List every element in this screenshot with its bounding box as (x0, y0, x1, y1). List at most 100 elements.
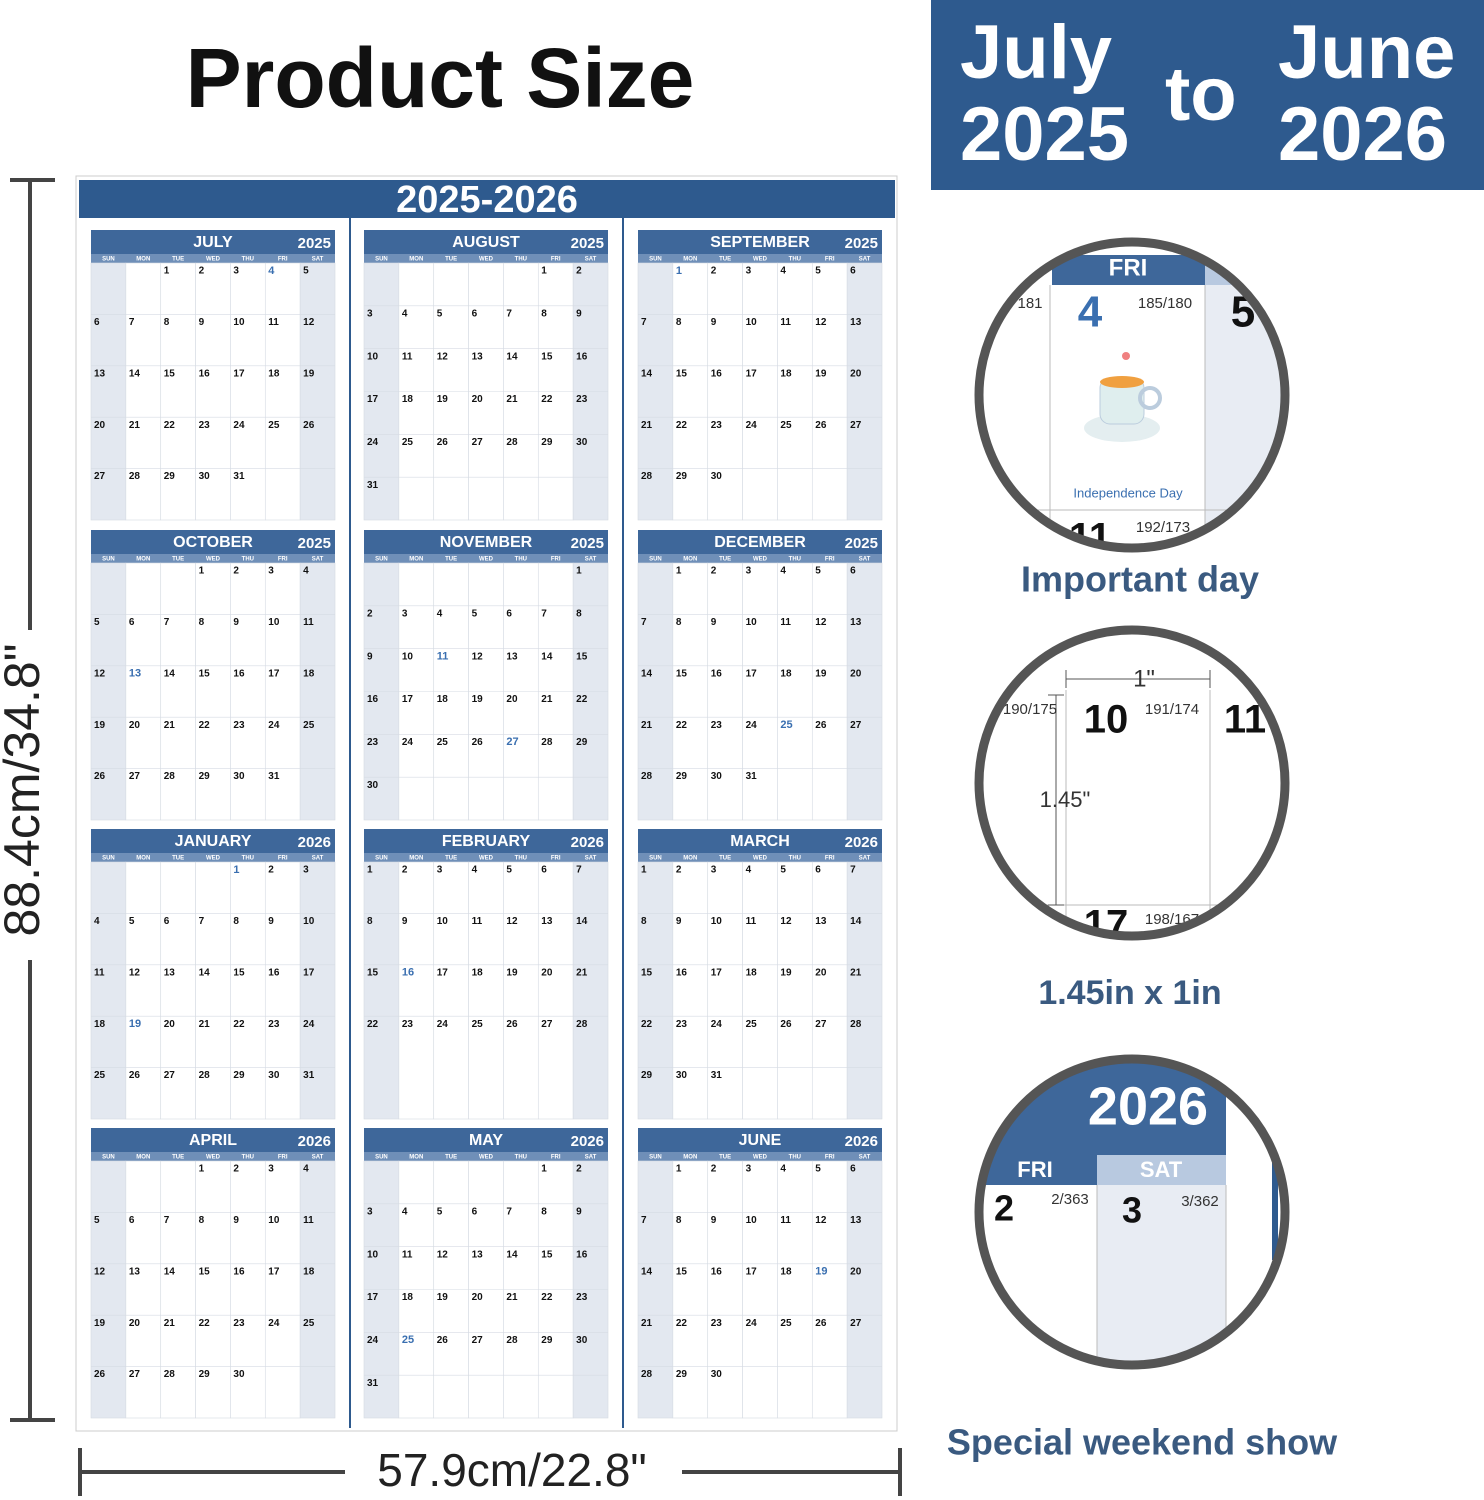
weekday-strip (91, 1152, 335, 1161)
day-number: 15 (676, 368, 688, 379)
weekday: TUE (445, 257, 457, 263)
weekday: WED (479, 856, 494, 862)
day-number: 2 (268, 865, 274, 876)
weekday: TUE (445, 557, 457, 563)
day-number: 6 (472, 1206, 478, 1217)
banner-text: to (1165, 52, 1237, 137)
weekday: MON (409, 856, 423, 862)
day-number: 21 (129, 420, 141, 431)
day-number: 9 (402, 916, 408, 927)
day-number: 8 (199, 1215, 205, 1226)
day-number: 5 (780, 865, 786, 876)
day-number: 9 (233, 617, 239, 628)
day-number: 15 (676, 1266, 688, 1277)
banner-text: 2025 (960, 92, 1129, 177)
day-number: 20 (850, 368, 862, 379)
day-number: 30 (676, 1070, 688, 1081)
day-number: 12 (815, 617, 827, 628)
day-number: 20 (850, 668, 862, 679)
day-number: 29 (676, 1369, 688, 1380)
day-number: 1 (541, 266, 547, 277)
day-column (195, 562, 231, 821)
day-number: 8 (367, 916, 373, 927)
weekday: WED (753, 257, 768, 263)
day-number: 3 (746, 266, 752, 277)
day-number: 8 (576, 608, 582, 619)
day-number: 26 (815, 1318, 827, 1329)
day-number: 3 (746, 1164, 752, 1175)
day-number: 22 (541, 1292, 553, 1303)
day-number: 17 (367, 394, 379, 405)
count: 190/175 (1003, 701, 1057, 718)
weekday: MON (136, 557, 150, 563)
day-number: 16 (367, 694, 379, 705)
day-number: 4 (402, 308, 408, 319)
day-number: 26 (506, 1019, 518, 1030)
day-number: 7 (164, 1215, 170, 1226)
day-number: 20 (164, 1019, 176, 1030)
day-number: 12 (815, 1215, 827, 1226)
day-number: 22 (541, 394, 553, 405)
day-number: 20 (850, 1266, 862, 1277)
day-number: 24 (711, 1019, 723, 1030)
month-year: 2026 (298, 1133, 331, 1150)
day-number: 14 (129, 368, 141, 379)
day-number: 17 (711, 967, 723, 978)
day-number: 5 (472, 608, 478, 619)
day-number: 2 (711, 566, 717, 577)
day-number: 8 (541, 1206, 547, 1217)
day-number: 28 (541, 737, 553, 748)
caption: 1.45in x 1in (1038, 974, 1221, 1012)
day-number: 9 (676, 916, 682, 927)
day-number: 27 (94, 471, 106, 482)
day-number: 5 (303, 266, 309, 277)
day-number: 18 (303, 668, 315, 679)
day-number: 10 (746, 1215, 758, 1226)
day-number: 1 (676, 566, 682, 577)
day-number: 3 (402, 608, 408, 619)
day-column (468, 861, 504, 1120)
day-number: 25 (437, 737, 449, 748)
day-number: 27 (850, 1318, 862, 1329)
day-column (777, 1160, 813, 1419)
height-label: 88.4cm/34.8" (0, 644, 50, 937)
month-year: 2025 (845, 235, 878, 252)
weekday: SAT (1140, 1157, 1183, 1182)
day-number: 28 (199, 1070, 211, 1081)
day-number: 2 (402, 865, 408, 876)
day-number: 1 (541, 1164, 547, 1175)
day-number: 13 (815, 916, 827, 927)
weekday: FRI (551, 856, 561, 862)
day-number: 12 (506, 916, 518, 927)
day-number: 13 (506, 651, 518, 662)
weekday: SUN (102, 257, 115, 263)
day-number: 8 (641, 916, 647, 927)
weekday: FRI (278, 557, 288, 563)
day-number: 24 (437, 1019, 449, 1030)
day-number: 20 (129, 720, 141, 731)
month-name: FEBRUARY (442, 833, 531, 850)
day-number: 17 (233, 368, 245, 379)
day-number: 12 (780, 916, 792, 927)
day-number: 23 (576, 1292, 588, 1303)
day-number: 19 (437, 1292, 449, 1303)
weekday: SAT (585, 1155, 597, 1161)
day-number: 11 (303, 617, 314, 628)
day-number: 27 (815, 1019, 827, 1030)
day-number: 29 (541, 437, 553, 448)
day-number: 27 (472, 1335, 484, 1346)
weekday: WED (206, 257, 221, 263)
day-column (264, 262, 301, 521)
day-number: 30 (576, 437, 588, 448)
day-number: 28 (164, 771, 176, 782)
month-year: 2025 (298, 235, 331, 252)
day-number: 26 (437, 1335, 449, 1346)
day-number: 20 (472, 394, 484, 405)
weekday: SUN (102, 557, 115, 563)
day-number: 4 (437, 608, 443, 619)
day-number: 31 (367, 1378, 379, 1389)
day-number: 10 (437, 916, 449, 927)
day-number: 3 (268, 1164, 274, 1175)
day-number: 22 (641, 1019, 653, 1030)
day-number: 1 (676, 1164, 682, 1175)
